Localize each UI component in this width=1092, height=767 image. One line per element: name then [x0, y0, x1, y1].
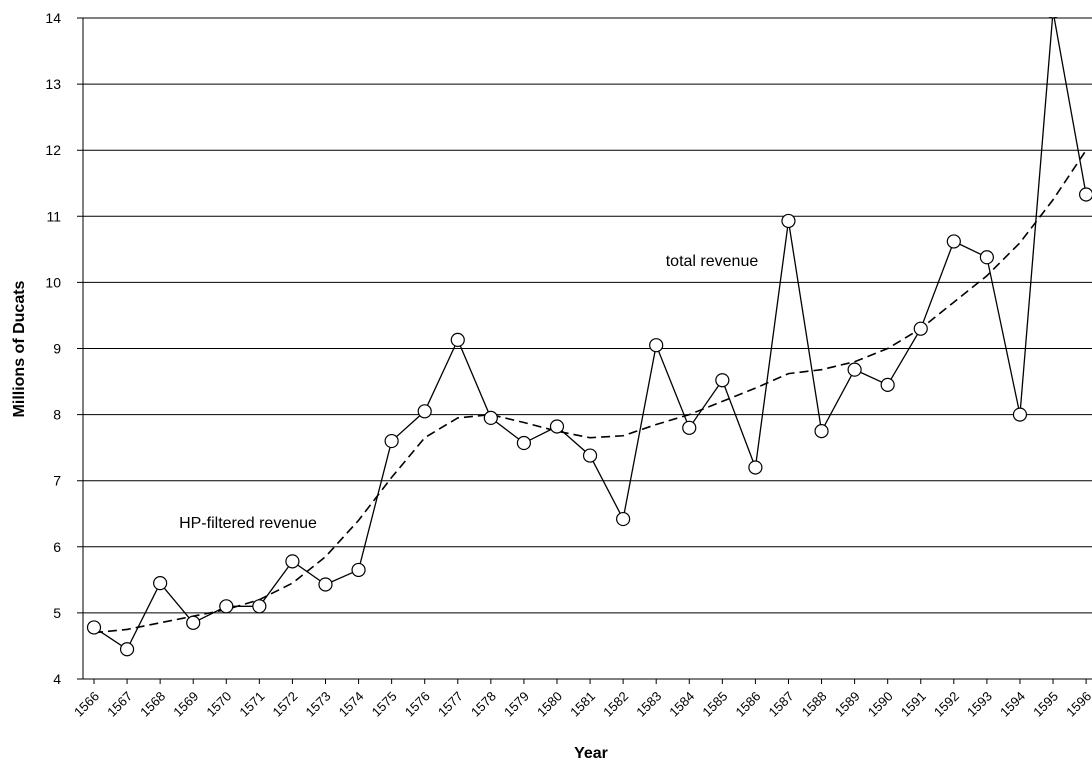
x-tick-label: 1587 — [766, 689, 797, 720]
x-tick-label: 1590 — [865, 689, 896, 720]
x-tick-label: 1594 — [997, 689, 1028, 720]
x-tick-label: 1580 — [534, 689, 565, 720]
data-point — [119, 642, 135, 657]
x-tick-label: 1585 — [699, 689, 730, 720]
data-point — [549, 419, 565, 434]
x-tick-label: 1595 — [1030, 689, 1061, 720]
y-tick-label: 9 — [53, 341, 61, 357]
data-point — [582, 448, 598, 463]
x-tick-label: 1593 — [964, 689, 995, 720]
data-point — [417, 404, 432, 419]
x-tick-label: 1578 — [468, 689, 499, 720]
y-tick-label: 12 — [45, 142, 61, 158]
y-tick-label: 14 — [45, 10, 61, 26]
x-tick-label: 1567 — [104, 689, 135, 720]
data-point — [351, 562, 366, 578]
series-line — [93, 17, 1087, 651]
y-tick-label: 11 — [46, 208, 61, 224]
x-tick-label: 1582 — [600, 689, 631, 720]
data-point — [516, 435, 532, 451]
data-point — [616, 511, 631, 527]
x-tick-label: 1576 — [402, 689, 433, 720]
data-point — [1048, 17, 1058, 19]
data-point — [748, 460, 763, 475]
data-point — [847, 362, 862, 377]
data-point — [814, 424, 829, 439]
data-point — [252, 599, 267, 614]
x-tick-label: 1588 — [799, 689, 830, 720]
x-tick-label: 1573 — [303, 689, 334, 720]
x-tick-label: 1566 — [71, 689, 102, 720]
x-tick-label: 1592 — [931, 689, 962, 720]
y-tick-label: 10 — [45, 274, 61, 290]
x-tick-label: 1570 — [203, 689, 234, 720]
x-tick-label: 1572 — [269, 689, 300, 720]
x-tick-label: 1581 — [567, 689, 598, 720]
x-tick-label: 1579 — [501, 689, 532, 720]
data-point — [979, 250, 994, 265]
x-tick-label: 1586 — [732, 689, 763, 720]
x-tick-label: 1571 — [236, 689, 267, 720]
x-tick-label: 1568 — [137, 689, 168, 720]
data-point — [1079, 187, 1092, 202]
y-tick-label: 13 — [45, 76, 61, 92]
data-point — [318, 577, 333, 592]
data-point — [384, 433, 399, 449]
data-point — [649, 338, 664, 353]
y-tick-label: 8 — [53, 407, 61, 423]
series-line — [93, 149, 1087, 634]
data-point — [86, 620, 102, 635]
data-point — [219, 599, 234, 614]
x-tick-label: 1569 — [170, 689, 201, 720]
data-point — [880, 377, 895, 392]
data-point — [186, 615, 201, 630]
annotation: total revenue — [666, 253, 759, 270]
x-tick-label: 1583 — [633, 689, 664, 720]
annotation: HP-filtered revenue — [179, 515, 317, 532]
plot-area — [86, 17, 1092, 657]
data-point — [285, 554, 300, 569]
data-point — [781, 213, 796, 229]
data-point — [483, 410, 498, 426]
x-tick-label: 1596 — [1063, 689, 1092, 720]
x-axis-title: Year — [574, 745, 608, 762]
x-tick-label: 1589 — [832, 689, 863, 720]
x-tick-label: 1584 — [666, 689, 697, 720]
x-tick-label: 1575 — [369, 689, 400, 720]
data-point — [913, 321, 928, 336]
data-point — [682, 420, 697, 435]
y-tick-label: 5 — [53, 605, 61, 621]
data-point — [450, 332, 465, 348]
y-tick-label: 7 — [53, 473, 61, 489]
data-point — [715, 373, 730, 388]
x-tick-label: 1574 — [336, 689, 367, 720]
data-point — [1012, 407, 1028, 422]
x-tick-label: 1591 — [898, 689, 929, 720]
data-point — [153, 576, 168, 591]
y-tick-label: 4 — [53, 671, 61, 687]
data-point — [946, 234, 961, 249]
y-axis-title: Millions of Ducats — [11, 280, 28, 417]
y-tick-label: 6 — [53, 539, 61, 555]
x-tick-label: 1577 — [435, 689, 466, 720]
